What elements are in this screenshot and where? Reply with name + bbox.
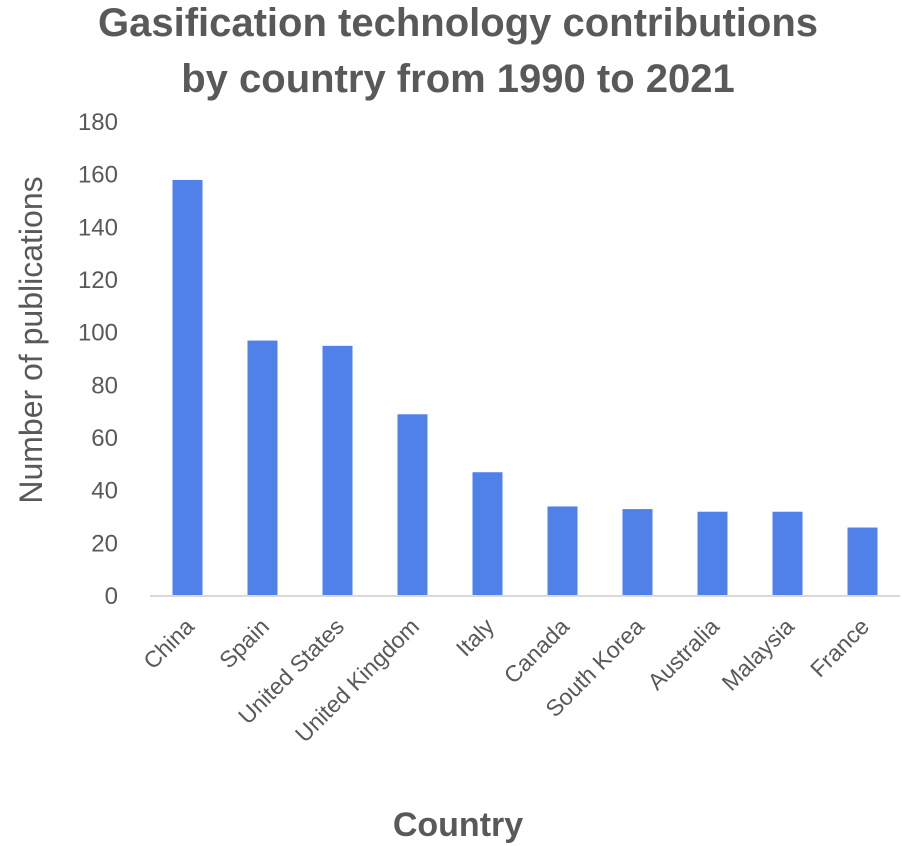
bar-china	[172, 179, 203, 596]
bar-france	[847, 527, 878, 596]
y-tick-label: 40	[91, 478, 118, 505]
x-tick-label: Malaysia	[716, 613, 799, 696]
chart-title-line-2: by country from 1990 to 2021	[181, 57, 735, 101]
x-tick-label: China	[138, 613, 199, 674]
y-tick-label: 60	[91, 425, 118, 452]
y-axis-ticks: 0 20 40 60 80 100 120 140 160 180	[78, 109, 118, 610]
bar-south-korea	[622, 509, 653, 596]
bar-united-kingdom	[397, 414, 428, 596]
bar-malaysia	[772, 511, 803, 596]
y-tick-label: 120	[78, 267, 118, 294]
y-tick-label: 180	[78, 109, 118, 136]
x-tick-label: Italy	[451, 613, 500, 662]
chart-title-line-1: Gasification technology contributions	[98, 1, 818, 45]
y-tick-label: 80	[91, 372, 118, 399]
y-axis-title: Number of publications	[13, 176, 49, 503]
bar-italy	[472, 472, 503, 596]
x-axis-title: Country	[393, 806, 523, 844]
y-tick-label: 160	[78, 162, 118, 189]
y-tick-label: 0	[105, 583, 118, 610]
y-tick-label: 20	[91, 530, 118, 557]
x-tick-label: Spain	[214, 613, 274, 673]
y-tick-label: 100	[78, 320, 118, 347]
x-tick-label: France	[805, 613, 874, 682]
y-tick-label: 140	[78, 214, 118, 241]
bars	[172, 179, 878, 596]
bar-spain	[247, 340, 278, 596]
bar-canada	[547, 506, 578, 596]
x-tick-label: Canada	[499, 613, 575, 689]
x-tick-label: Australia	[642, 613, 724, 695]
bar-united-states	[322, 345, 353, 596]
bar-australia	[697, 511, 728, 596]
